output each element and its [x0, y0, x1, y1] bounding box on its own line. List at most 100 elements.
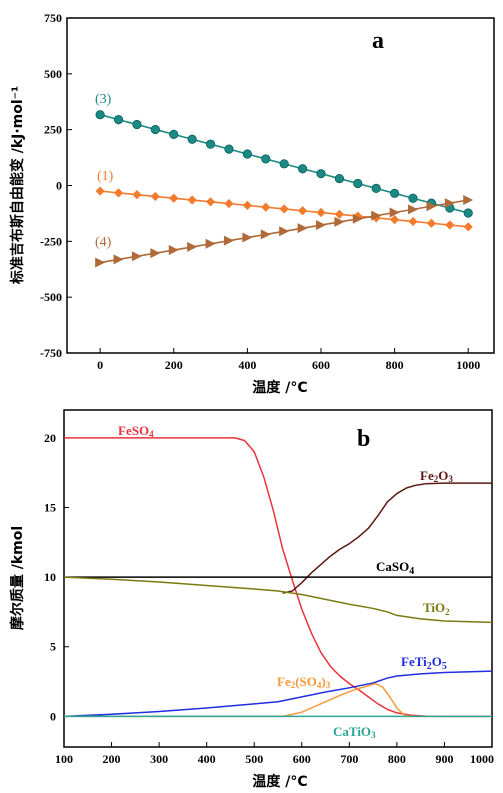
b-series-line-fe-o — [282, 482, 492, 594]
b-xtick-label: 800 — [388, 752, 406, 766]
a-point-4 — [223, 235, 234, 246]
fe2so43-label: Fe2(SO4)3 — [277, 674, 331, 690]
a-point-4 — [95, 257, 106, 268]
a-point-1 — [353, 211, 363, 221]
catio3-label: CaTiO3 — [333, 724, 376, 740]
a-point-1 — [316, 207, 326, 218]
panel-b: b 温度 /°C 摩尔质量 /kmol 100 200 300 400 500 600 70… — [9, 409, 494, 790]
a-point-4 — [408, 204, 419, 215]
a-xtick-label: 0 — [97, 358, 103, 372]
a-point-3 — [113, 115, 124, 125]
b-ytick-label: 0 — [50, 709, 56, 723]
a-point-3 — [187, 134, 197, 144]
a-point-3 — [132, 119, 142, 130]
a-point-1 — [426, 218, 437, 228]
series-4-label: (4) — [95, 235, 112, 250]
a-point-3 — [316, 169, 326, 179]
a-point-4 — [279, 226, 290, 237]
b-xtick-label: 900 — [435, 752, 453, 766]
a-point-4 — [297, 223, 308, 234]
a-point-4 — [371, 210, 382, 221]
a-point-1 — [445, 220, 455, 230]
a-point-1 — [463, 222, 473, 232]
panel-a-ylabel: 标准吉布斯自由能变 /kJ·mol⁻¹ — [9, 86, 26, 285]
tio2-label: TiO2 — [423, 600, 450, 617]
b-ytick-label: 5 — [50, 640, 56, 654]
a-point-3 — [261, 154, 271, 164]
a-ytick-label: 0 — [56, 179, 62, 193]
b-xtick-label: 300 — [150, 752, 168, 766]
a-point-4 — [260, 229, 271, 240]
panel-b-xlabel: 温度 /°C — [252, 773, 307, 790]
a-point-4 — [242, 232, 253, 243]
b-xtick-label: 100 — [55, 752, 73, 766]
a-point-4 — [389, 207, 400, 218]
a-point-1 — [261, 202, 271, 212]
a-point-4 — [444, 198, 455, 209]
a-point-3 — [297, 164, 308, 174]
a-point-1 — [150, 191, 160, 202]
a-point-1 — [224, 198, 234, 209]
b-xtick-label: 600 — [293, 752, 311, 766]
a-point-1 — [187, 195, 197, 205]
b-ytick-label: 20 — [44, 431, 56, 445]
panel-b-ylabel: 摩尔质量 /kmol — [9, 526, 26, 630]
a-point-1 — [390, 215, 400, 225]
panel-b-label: b — [357, 426, 370, 452]
a-xtick-label: 400 — [238, 358, 256, 372]
a-point-3 — [390, 188, 400, 198]
a-point-4 — [315, 220, 326, 231]
series-3-label: (3) — [95, 92, 112, 107]
a-point-1 — [169, 193, 179, 203]
a-point-4 — [463, 195, 474, 206]
a-point-3 — [334, 173, 344, 184]
a-point-1 — [408, 216, 418, 227]
b-xtick-label: 1000 — [470, 752, 494, 766]
a-point-3 — [279, 159, 289, 169]
b-series-line-fe-so — [64, 682, 492, 718]
a-point-4 — [168, 245, 179, 256]
a-ytick-label: -750 — [40, 346, 62, 360]
a-point-3 — [169, 129, 179, 139]
b-ytick-label: 15 — [44, 500, 56, 514]
a-point-4 — [352, 213, 363, 224]
a-point-4 — [113, 254, 124, 265]
a-xtick-label: 800 — [386, 358, 404, 372]
caso4-label: CaSO4 — [376, 559, 414, 577]
feso4-label: FeSO4 — [118, 423, 154, 439]
a-point-3 — [463, 208, 473, 218]
panel-a: a 温度 /°C 标准吉布斯自由能变 /kJ·mol⁻¹ 0 200 400 600 8… — [9, 11, 495, 396]
b-series-line-tio — [63, 576, 493, 624]
panel-b-frame — [63, 409, 493, 748]
b-xtick-label: 200 — [103, 752, 121, 766]
a-point-4 — [334, 216, 345, 227]
a-point-1 — [279, 204, 289, 214]
a-ytick-label: 500 — [44, 67, 62, 81]
a-point-3 — [150, 124, 160, 135]
a-point-1 — [334, 209, 344, 219]
a-point-4 — [187, 241, 198, 252]
a-ytick-label: -500 — [40, 290, 62, 304]
feti2o5-label: FeTi2O5 — [401, 654, 447, 672]
a-point-1 — [297, 206, 308, 216]
a-point-4 — [426, 201, 437, 212]
a-point-4 — [150, 248, 161, 259]
a-point-3 — [95, 110, 105, 120]
a-xtick-label: 1000 — [456, 358, 480, 372]
a-point-3 — [224, 144, 234, 154]
a-xtick-label: 600 — [312, 358, 330, 372]
panel-a-label: a — [372, 28, 384, 54]
a-point-1 — [205, 197, 216, 207]
a-point-3 — [408, 193, 418, 203]
a-point-1 — [242, 200, 252, 210]
a-point-1 — [132, 190, 142, 200]
a-ytick-label: 750 — [44, 11, 62, 25]
b-xtick-label: 400 — [198, 752, 216, 766]
panel-a-xlabel: 温度 /°C — [252, 379, 307, 396]
a-xtick-label: 200 — [165, 358, 183, 372]
a-point-1 — [113, 188, 124, 198]
a-point-4 — [131, 251, 142, 262]
a-ytick-label: 250 — [44, 123, 62, 137]
a-point-3 — [205, 139, 216, 149]
b-xtick-label: 700 — [340, 752, 358, 766]
